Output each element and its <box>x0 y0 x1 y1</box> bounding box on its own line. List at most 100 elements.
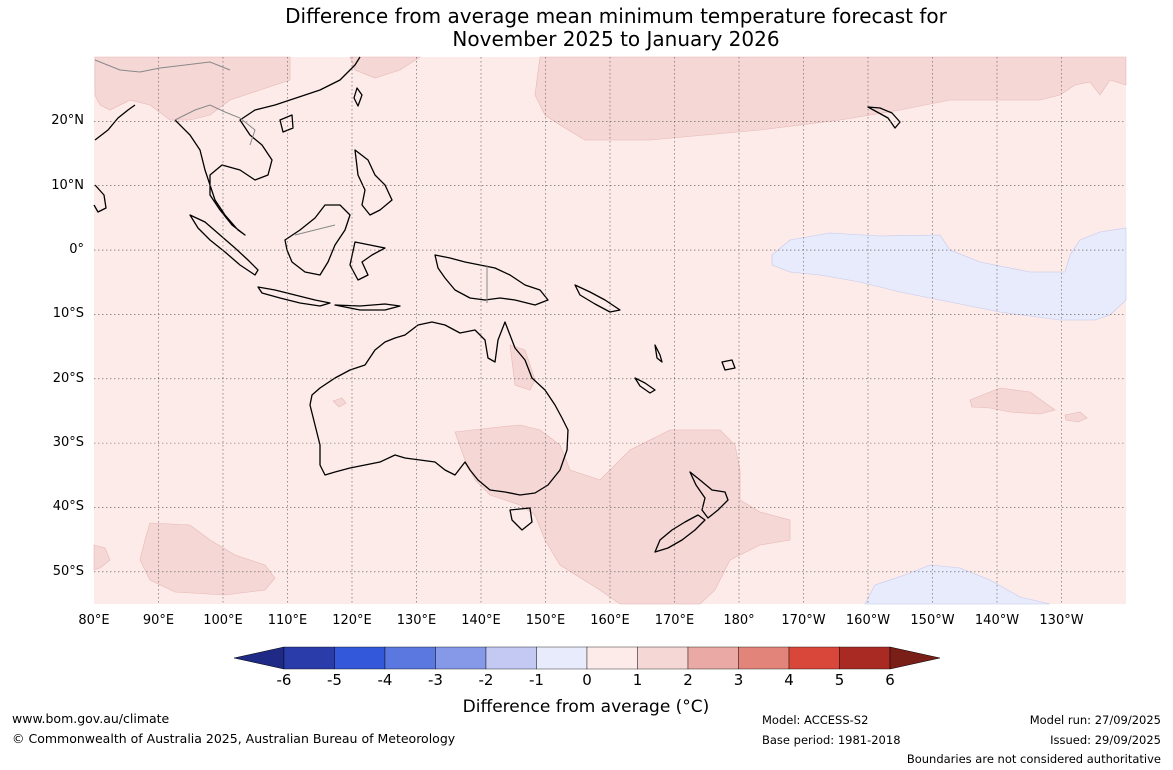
lon-label: 110°E <box>267 613 308 628</box>
new-zealand-north-island-outline <box>689 471 729 519</box>
sri-lanka-outline <box>93 184 107 213</box>
anomaly-region-western-australia <box>332 397 347 408</box>
colorbar-bin <box>586 646 638 670</box>
border-indochina <box>174 104 256 146</box>
anomaly-region-southeast-australia <box>454 424 791 605</box>
new-zealand-south-island-outline <box>654 514 706 553</box>
colorbar-bin <box>788 646 840 670</box>
lon-label: 180° <box>723 613 755 628</box>
lon-label: 80°E <box>78 613 110 628</box>
lon-label: 170°E <box>654 613 695 628</box>
new-guinea-outline <box>434 254 549 306</box>
colorbar-tick-label: -4 <box>377 671 393 689</box>
footer-issued: Issued: 29/09/2025 <box>1050 733 1161 747</box>
colorbar-bin <box>738 646 790 670</box>
lon-label: 140°W <box>974 613 1020 628</box>
tasmania-outline <box>509 507 533 531</box>
lon-label: 130°W <box>1039 613 1084 628</box>
lon-label: 150°E <box>525 613 566 628</box>
lon-label: 150°W <box>910 613 955 628</box>
philippines-outline <box>354 149 393 216</box>
colorbar-tick-label: -2 <box>478 671 494 689</box>
colorbar-tick-label: 4 <box>784 671 794 689</box>
lat-label: 20°N <box>51 113 84 129</box>
chart-title-line-2: November 2025 to January 2026 <box>452 27 780 51</box>
land-outlines <box>93 56 901 553</box>
colorbar-tick-label: 1 <box>632 671 643 689</box>
lat-label: 20°S <box>52 370 84 386</box>
footer-disclaimer: Boundaries are not considered authoritat… <box>906 752 1161 766</box>
colorbar-tick-label: 3 <box>733 671 744 689</box>
colorbar-tick-label: -6 <box>276 671 292 689</box>
anomaly-region-south-china-sea <box>349 56 422 79</box>
anomaly-region-southern-indian-ocean <box>139 522 276 596</box>
colorbar-arrow-low <box>233 646 285 670</box>
lon-label: 120°E <box>332 613 372 628</box>
border-south-china <box>94 59 231 73</box>
colorbar-bin <box>283 646 335 670</box>
colorbar-tick-label: 0 <box>582 671 592 689</box>
lon-label: 100°E <box>203 613 243 628</box>
colorbar-bin <box>334 646 386 670</box>
colorbar-arrow-high <box>889 646 941 670</box>
colorbar-bin <box>839 646 891 670</box>
australia-outline <box>309 321 569 496</box>
colorbar-bin <box>485 646 537 670</box>
border-borneo <box>294 224 336 236</box>
lat-label: 10°S <box>52 306 84 322</box>
footer-url[interactable]: www.bom.gov.au/climate <box>12 711 170 726</box>
country-borders <box>94 59 488 303</box>
footer-model: Model: ACCESS-S2 <box>762 713 869 727</box>
colorbar-tick-label: 6 <box>885 671 895 689</box>
colorbar-bin <box>637 646 689 670</box>
lon-label: 160°E <box>590 613 630 628</box>
solomon-islands-outline <box>574 284 621 313</box>
colorbar-tick-label: -1 <box>529 671 544 689</box>
lat-label: 30°S <box>52 435 84 451</box>
lat-label: 40°S <box>52 499 84 515</box>
colorbar-tick-label: 5 <box>834 671 845 689</box>
new-caledonia-outline <box>634 377 656 394</box>
anomaly-region-north-pacific <box>534 56 1127 141</box>
anomaly-region-queensland-coast <box>509 344 536 391</box>
fiji-outline <box>721 359 736 371</box>
colorbar-tick-label: -3 <box>428 671 443 689</box>
colorbar-bin <box>384 646 436 670</box>
anomaly-region-south-pacific-island <box>969 387 1056 415</box>
colorbar-bin <box>435 646 487 670</box>
sulawesi-outline <box>349 241 386 281</box>
anomaly-region-southeast-asia <box>94 56 291 121</box>
anomaly-region-west-edge <box>93 544 111 571</box>
colorbar <box>233 646 941 670</box>
colorbar-tick-label: -5 <box>327 671 342 689</box>
lesser-sunda-outline <box>334 303 401 311</box>
taiwan-outline <box>353 87 363 107</box>
colorbar-bin <box>687 646 739 670</box>
footer-base-period: Base period: 1981-2018 <box>762 733 901 747</box>
chart-title-line-1: Difference from average mean minimum tem… <box>285 4 947 28</box>
lon-label: 140°E <box>461 613 501 628</box>
lat-label: 0° <box>69 242 84 258</box>
gridlines <box>94 57 1126 604</box>
lat-label: 50°S <box>52 563 84 579</box>
lon-label: 160°W <box>845 613 891 628</box>
anomaly-region-south-pacific-cool <box>864 564 1051 605</box>
lon-label: 130°E <box>396 613 437 628</box>
footer-model-run: Model run: 27/09/2025 <box>1029 713 1161 727</box>
colorbar-bin <box>536 646 588 670</box>
footer-copyright: © Commonwealth of Australia 2025, Austra… <box>12 731 456 746</box>
lon-label: 90°E <box>142 613 175 628</box>
borneo-outline <box>284 204 351 276</box>
colorbar-tick-label: 2 <box>683 671 693 689</box>
hawaii-outline <box>867 106 901 129</box>
lat-label: 10°N <box>51 177 84 193</box>
hainan-outline <box>279 114 294 133</box>
java-outline <box>257 286 331 307</box>
vanuatu-outline <box>654 344 663 363</box>
indochina-outline <box>174 56 361 236</box>
lon-label: 170°W <box>781 613 826 628</box>
anomaly-regions-warm <box>93 56 1127 605</box>
sumatra-outline <box>189 214 259 276</box>
anomaly-region-small-pacific <box>1064 411 1088 423</box>
